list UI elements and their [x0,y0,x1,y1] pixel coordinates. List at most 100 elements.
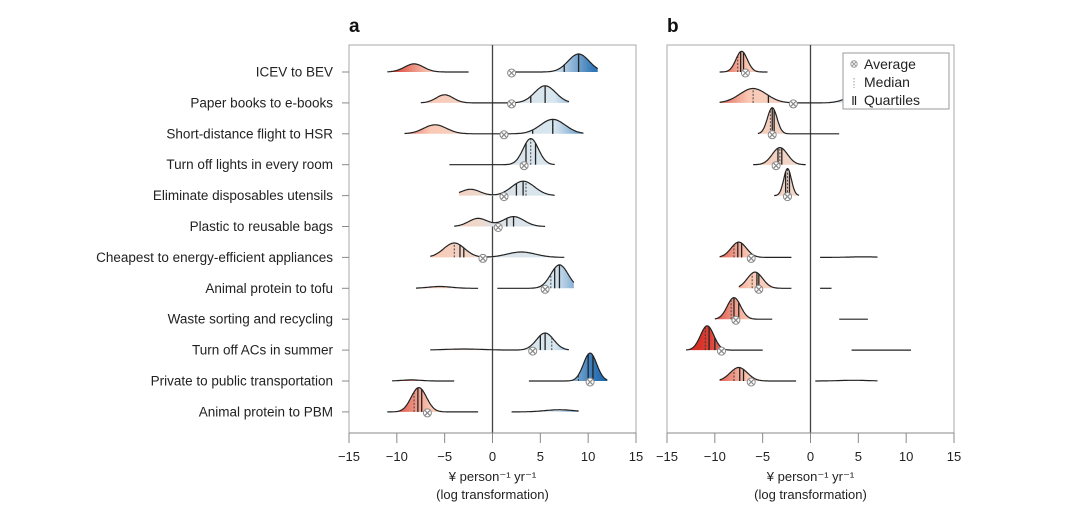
ridge-row [719,50,768,78]
x-tick-label: 10 [899,449,913,464]
density-outline [454,216,546,227]
average-marker [422,408,432,418]
row-label: Turn off lights in every room [166,157,333,172]
average-marker [717,346,726,356]
average-marker [478,253,488,263]
x-tick-label: 5 [537,449,544,464]
average-marker [499,130,509,140]
density-area [757,107,840,134]
row-label: Cheapest to energy-efficient appliances [96,250,333,265]
x-tick-label: 0 [807,449,814,464]
ridge-row [714,296,868,325]
ridge-row [719,366,878,387]
x-tick-label: −10 [704,449,726,464]
ridge-row [458,180,555,202]
density-outline [458,180,555,196]
row-label: Plastic to reusable bags [190,219,334,234]
ridge-row [774,168,800,202]
average-marker [746,377,756,387]
ridge-row [430,332,570,356]
average-marker [767,130,777,140]
ridge-row [719,241,878,263]
density-outline [719,366,797,382]
row-label: Turn off ACs in summer [192,343,334,358]
x-tick-label: −10 [386,449,408,464]
x-tick-label: 10 [581,449,595,464]
density-outline [738,271,792,289]
density-outline [511,53,599,73]
row-label: Waste sorting and recycling [168,312,333,327]
density-area [497,264,574,289]
density-outline [757,107,840,135]
density-outline [528,352,608,382]
average-marker [740,68,750,78]
ridge-row [430,242,565,263]
row-label: Animal protein to PBM [199,404,333,419]
density-area [753,147,806,165]
average-marker [528,346,538,356]
density-area [430,333,569,351]
density-area [686,325,763,351]
ridge-row [387,53,599,78]
density-outline [387,386,479,413]
density-outline [391,379,455,382]
legend-label-quartiles: Quartiles [864,92,920,108]
density-outline [753,147,806,166]
row-labels: ICEV to BEV Paper books to e-books Short-d… [96,65,333,420]
x-tick-label: −5 [437,449,452,464]
density-area [430,243,565,258]
density-outline [416,285,479,289]
row-label: Animal protein to tofu [205,281,333,296]
x-tick-label: 15 [629,449,643,464]
average-marker [519,161,529,171]
average-marker [540,284,550,294]
average-marker [507,68,517,78]
x-tick-label: 5 [855,449,862,464]
density-area [528,353,608,381]
density-area [449,138,555,165]
panel-letter: a [349,16,360,37]
density-outline [719,50,768,73]
density-area [387,63,469,72]
x-tick-label: −15 [338,449,360,464]
density-area [454,216,546,227]
panel-a: a −15 −10 −5 0 5 10 15 ¥ person⁻¹ yr⁻¹ (log trans… [338,16,643,502]
row-label: Private to public transportation [151,374,333,389]
ridge-row [454,216,546,232]
density-outline [820,256,878,258]
ridge-row [420,85,570,109]
density-outline [497,264,575,289]
average-marker [783,192,792,202]
average-marker [731,315,741,325]
legend-label-average: Average [864,56,916,72]
average-marker [771,161,781,171]
density-area [459,181,555,196]
average-marker [493,223,503,232]
density-outline [404,118,584,135]
average-marker [754,284,764,294]
average-marker [585,377,595,387]
average-marker [788,99,798,109]
average-marker [499,192,509,202]
ridge-row [753,147,806,171]
x-tick-label: −5 [755,449,770,464]
density-outline [430,242,565,258]
ridge-row [757,107,840,140]
x-axis-label: ¥ person⁻¹ yr⁻¹ [766,469,855,484]
density-area [714,297,773,320]
ridge-row [404,118,584,140]
x-tick-label: 0 [489,449,496,464]
density-outline [430,332,570,351]
ridge-row [416,264,575,294]
density-outline [815,379,878,382]
density-outline [511,409,579,413]
x-axis-label-sub: (log transformation) [436,487,549,502]
row-label: Short-distance flight to HSR [166,126,333,141]
legend: Average Median Quartiles [842,52,950,110]
density-area [420,85,569,103]
x-axis-label: ¥ person⁻¹ yr⁻¹ [448,469,537,484]
legend-label-median: Median [864,74,910,90]
x-tick-label: −15 [656,449,678,464]
ridge-row [686,325,911,356]
ridge-row [738,271,832,294]
